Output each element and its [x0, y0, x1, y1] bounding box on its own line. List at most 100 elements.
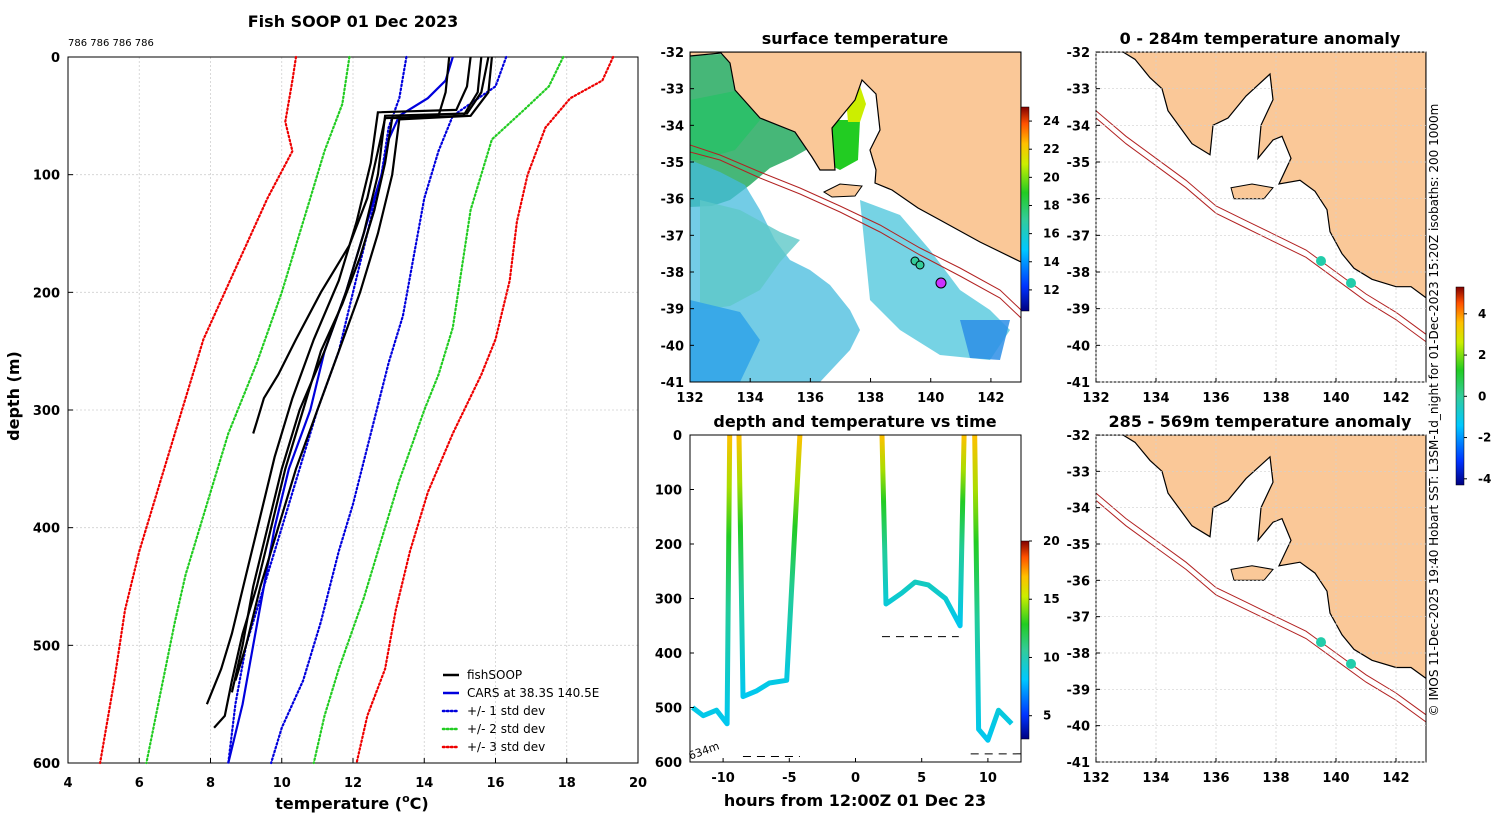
- anomaly-deep-ticks: 132 134 136 138 140 142 -32 -33 -34 -35 -36 -37 -38 -…: [1067, 429, 1426, 786]
- profile-y-ticks: 0 100 200 300 400 500 600: [33, 51, 73, 772]
- map-isobath-200: [1096, 492, 1426, 716]
- map-y-tick-label: -40: [1067, 720, 1091, 735]
- map-anomaly-point: [1316, 256, 1326, 266]
- profile-series-cast-4: [205, 56, 472, 705]
- map-y-tick-label: -32: [1067, 46, 1091, 61]
- time-y-tick-label: 100: [655, 484, 682, 499]
- map-x-tick-label: 140: [1322, 771, 1349, 786]
- colorbar-tick-label: 12: [1043, 283, 1060, 297]
- map-y-tick-label: -33: [1067, 83, 1091, 98]
- profile-y-tick-label: 200: [33, 286, 60, 301]
- profile-x-ticks: 4 6 8 10 12 14 16 18 20: [63, 758, 647, 791]
- map-y-tick-label: -41: [1067, 376, 1091, 391]
- time-colorbar: [1020, 540, 1030, 740]
- map-x-tick-label: 138: [1262, 391, 1289, 406]
- map-y-tick-label: -40: [661, 339, 685, 354]
- profile-x-label: temperature (oC): [275, 792, 428, 813]
- map-y-tick-label: -39: [1067, 303, 1091, 318]
- profile-legend: fishSOOP CARS at 38.3S 140.5E +/- 1 std de…: [441, 668, 599, 754]
- time-y-tick-label: 300: [655, 593, 682, 608]
- legend-entry: fishSOOP: [467, 668, 522, 682]
- anomaly-deep-title: 285 - 569m temperature anomaly: [1109, 412, 1412, 431]
- colorbar-tick-label: 24: [1043, 114, 1060, 128]
- time-x-tick-label: 0: [851, 771, 860, 786]
- colorbar-tick-label: -4: [1478, 472, 1491, 486]
- time-x-tick-label: -10: [711, 771, 735, 786]
- anomaly-map-shallow: 0 - 284m temperature anomaly 132 134 136 13…: [1067, 29, 1492, 486]
- profile-series--3-std: [355, 55, 615, 765]
- time-chart-depth-annotation: 634m: [687, 739, 721, 762]
- profile-x-tick-label: 12: [344, 776, 362, 791]
- colorbar-tick-label: 20: [1043, 534, 1060, 548]
- legend-entry: CARS at 38.3S 140.5E: [467, 686, 599, 700]
- time-x-tick-label: 10: [979, 771, 997, 786]
- credit-text: © IMOS 11-Dec-2025 19:40 Hobart SST: L3S…: [1427, 104, 1441, 717]
- map-y-tick-label: -37: [1067, 611, 1091, 626]
- anomaly-shallow-field: [1096, 52, 1426, 343]
- time-y-tick-label: 0: [673, 429, 682, 444]
- map-y-tick-label: -39: [1067, 683, 1091, 698]
- time-y-tick-label: 500: [655, 702, 682, 717]
- time-x-tick-label: -5: [782, 771, 796, 786]
- time-chart: depth and temperature vs time -10 -5 0 5 100…: [655, 412, 1060, 810]
- map-y-tick-label: -34: [661, 119, 685, 134]
- profile-x-tick-label: 4: [63, 776, 72, 791]
- profile-series-cast-5: [234, 56, 493, 681]
- map-kangaroo-island: [1230, 565, 1274, 581]
- anomaly-shallow-ticks: 132 134 136 138 140 142 -32 -33 -34 -35 -36 -37 -38 -…: [1067, 46, 1426, 406]
- map-x-tick-label: 132: [676, 391, 703, 406]
- map-y-tick-label: -35: [1067, 156, 1091, 171]
- time-y-tick-label: 200: [655, 538, 682, 553]
- profile-y-tick-label: 300: [33, 404, 60, 419]
- map-isobath-200: [1096, 110, 1426, 335]
- map-land: [1096, 435, 1426, 680]
- profile-x-tick-label: 10: [273, 776, 291, 791]
- map-x-tick-label: 134: [737, 391, 764, 406]
- profile-y-tick-label: 600: [33, 757, 60, 772]
- map-x-tick-label: 142: [1382, 771, 1409, 786]
- time-cast-trace: [736, 435, 803, 700]
- map-x-tick-label: 140: [1322, 391, 1349, 406]
- anomaly-map-deep: 285 - 569m temperature anomaly 132 134 136…: [1067, 412, 1427, 786]
- profile-series-cast-3: [230, 56, 490, 693]
- profile-series--2-std: [312, 55, 565, 765]
- legend-entry: +/- 3 std dev: [467, 740, 545, 754]
- time-x-tick-label: 5: [917, 771, 926, 786]
- colorbar-tick-label: 14: [1043, 255, 1060, 269]
- map-y-tick-label: -38: [1067, 266, 1091, 281]
- map-kangaroo-island: [1230, 183, 1274, 200]
- map-y-tick-label: -36: [1067, 193, 1091, 208]
- map-y-tick-label: -41: [1067, 756, 1091, 771]
- profile-x-tick-label: 14: [415, 776, 433, 791]
- profile-x-tick-label: 6: [135, 776, 144, 791]
- colorbar-tick-label: 2: [1478, 348, 1486, 362]
- colorbar-tick-label: -2: [1478, 431, 1491, 445]
- profile-series-cast-1: [252, 56, 451, 434]
- map-x-tick-label: 134: [1142, 771, 1169, 786]
- colorbar-tick-label: 16: [1043, 227, 1060, 241]
- map-y-tick-label: -34: [1067, 119, 1091, 134]
- map-y-tick-label: -33: [1067, 465, 1091, 480]
- sst-map-title: surface temperature: [762, 29, 949, 48]
- profile-series--2-std: [145, 55, 351, 765]
- map-land: [1096, 52, 1426, 299]
- map-y-tick-label: -40: [1067, 339, 1091, 354]
- profile-x-tick-label: 18: [558, 776, 576, 791]
- map-y-tick-label: -35: [1067, 538, 1091, 553]
- map-y-tick-label: -38: [661, 266, 685, 281]
- time-y-tick-label: 600: [655, 756, 682, 771]
- map-x-tick-label: 132: [1082, 391, 1109, 406]
- colorbar-tick-label: 15: [1043, 592, 1060, 606]
- colorbar-tick-label: 22: [1043, 142, 1060, 156]
- legend-entry: +/- 1 std dev: [467, 704, 545, 718]
- map-y-tick-label: -37: [1067, 229, 1091, 244]
- time-chart-title: depth and temperature vs time: [713, 412, 996, 431]
- time-colorbar-ticks: 20 15 10 5: [1029, 534, 1060, 723]
- map-y-tick-label: -39: [661, 303, 685, 318]
- map-y-tick-label: -36: [661, 193, 685, 208]
- sst-colorbar: [1020, 106, 1030, 312]
- profile-series--1-std: [270, 55, 508, 765]
- sst-colorbar-ticks: 12 14 16 18 20 22 24: [1029, 114, 1060, 297]
